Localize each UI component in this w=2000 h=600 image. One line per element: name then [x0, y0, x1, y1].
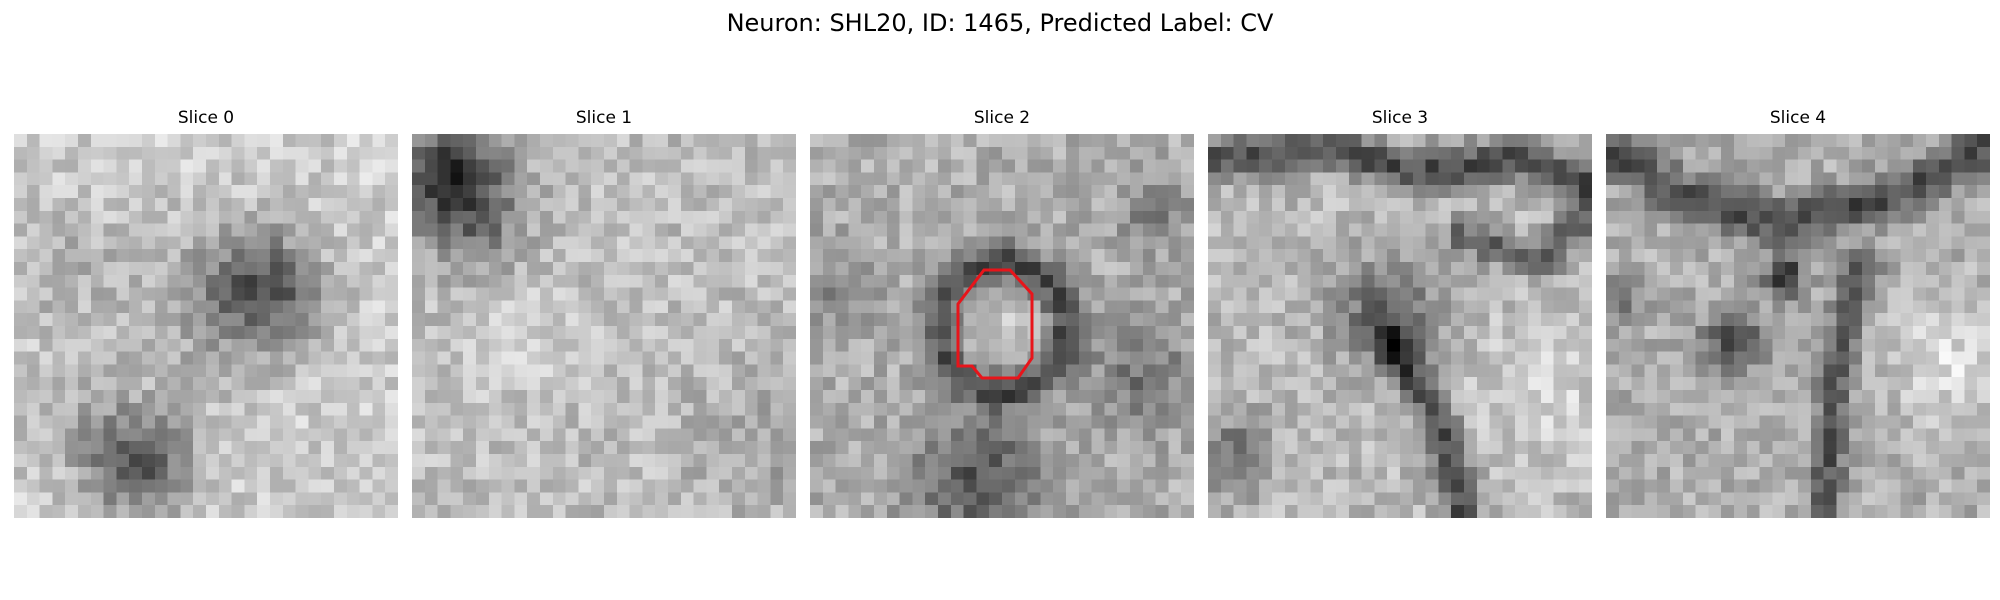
- slice-image-3: [1208, 134, 1592, 518]
- slice-title-2: Slice 2: [973, 108, 1031, 128]
- slice-panel-2: Slice 2: [810, 108, 1194, 518]
- slice-panel-1: Slice 1: [412, 108, 796, 518]
- slice-panel-3: Slice 3: [1208, 108, 1592, 518]
- slice-panel-0: Slice 0: [14, 108, 398, 518]
- slice-image-0: [14, 134, 398, 518]
- slice-image-1: [412, 134, 796, 518]
- slice-title-3: Slice 3: [1371, 108, 1429, 128]
- slice-panel-4: Slice 4: [1606, 108, 1990, 518]
- slice-image-4: [1606, 134, 1990, 518]
- figure-title: Neuron: SHL20, ID: 1465, Predicted Label…: [726, 9, 1274, 37]
- slice-title-1: Slice 1: [575, 108, 633, 128]
- slice-title-0: Slice 0: [177, 108, 235, 128]
- slice-image-2: [810, 134, 1194, 518]
- slice-title-4: Slice 4: [1769, 108, 1827, 128]
